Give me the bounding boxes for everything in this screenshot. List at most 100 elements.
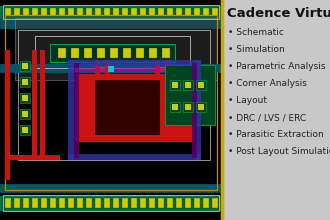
Bar bbox=[95, 198, 101, 208]
Bar bbox=[183, 102, 193, 112]
Bar bbox=[20, 109, 30, 119]
Bar bbox=[59, 8, 65, 16]
Bar bbox=[172, 82, 178, 88]
Bar bbox=[77, 198, 83, 208]
Bar bbox=[20, 77, 30, 87]
Bar bbox=[22, 63, 28, 69]
Bar bbox=[194, 198, 200, 208]
Bar bbox=[5, 50, 10, 180]
Bar bbox=[20, 61, 30, 71]
Text: • Schematic: • Schematic bbox=[228, 28, 284, 37]
Bar bbox=[68, 198, 74, 208]
Bar bbox=[104, 8, 110, 16]
Bar bbox=[100, 67, 105, 72]
Bar bbox=[95, 60, 100, 75]
Bar bbox=[68, 8, 74, 16]
Bar bbox=[165, 60, 170, 75]
Bar bbox=[104, 198, 110, 208]
Bar bbox=[212, 8, 218, 16]
Bar bbox=[58, 48, 66, 58]
Bar bbox=[196, 80, 206, 90]
Text: Cadence Virtuoso: Cadence Virtuoso bbox=[227, 7, 330, 20]
Bar bbox=[167, 198, 173, 208]
Bar bbox=[170, 80, 180, 90]
Bar bbox=[176, 8, 182, 16]
Bar bbox=[74, 63, 79, 158]
Bar bbox=[170, 102, 180, 112]
Bar bbox=[122, 8, 128, 16]
Bar bbox=[22, 127, 28, 133]
Text: • Parametric Analysis: • Parametric Analysis bbox=[228, 62, 325, 71]
Bar bbox=[23, 198, 29, 208]
Bar bbox=[32, 198, 38, 208]
Bar bbox=[59, 198, 65, 208]
Bar bbox=[0, 64, 222, 72]
Bar bbox=[149, 8, 155, 16]
Bar bbox=[222, 0, 330, 220]
Text: • Corner Analysis: • Corner Analysis bbox=[228, 79, 307, 88]
Bar bbox=[20, 125, 30, 135]
Bar bbox=[212, 198, 218, 208]
Bar bbox=[41, 198, 47, 208]
Bar bbox=[95, 80, 160, 135]
Bar bbox=[167, 8, 173, 16]
Bar bbox=[185, 198, 191, 208]
Bar bbox=[172, 104, 178, 110]
Bar bbox=[84, 48, 92, 58]
Bar bbox=[123, 48, 131, 58]
Bar bbox=[198, 82, 204, 88]
Bar bbox=[149, 48, 157, 58]
Bar bbox=[136, 48, 144, 58]
Bar bbox=[32, 50, 37, 160]
Bar bbox=[71, 48, 79, 58]
Bar bbox=[3, 5, 219, 19]
Bar bbox=[75, 74, 195, 142]
Bar bbox=[3, 195, 219, 211]
Bar bbox=[32, 8, 38, 16]
Bar bbox=[22, 95, 28, 101]
Bar bbox=[50, 198, 56, 208]
Bar bbox=[18, 30, 210, 160]
Text: • Parasitic Extraction: • Parasitic Extraction bbox=[228, 130, 324, 139]
Bar bbox=[165, 65, 215, 125]
Bar bbox=[50, 44, 175, 62]
Bar bbox=[183, 80, 193, 90]
Bar bbox=[14, 8, 20, 16]
Bar bbox=[50, 8, 56, 16]
Bar bbox=[23, 8, 29, 16]
Bar bbox=[14, 198, 20, 208]
Bar bbox=[131, 198, 137, 208]
Bar bbox=[158, 8, 164, 16]
Bar bbox=[185, 82, 191, 88]
Bar bbox=[41, 8, 47, 16]
Bar bbox=[5, 155, 60, 160]
Bar bbox=[68, 60, 74, 160]
Bar bbox=[122, 198, 128, 208]
Bar bbox=[22, 111, 28, 117]
Bar bbox=[113, 8, 119, 16]
Bar bbox=[35, 36, 190, 68]
Bar bbox=[203, 8, 209, 16]
Bar bbox=[198, 104, 204, 110]
Bar bbox=[5, 8, 11, 16]
Bar bbox=[149, 198, 155, 208]
Bar bbox=[5, 198, 11, 208]
Bar bbox=[68, 60, 201, 66]
Bar bbox=[20, 93, 30, 103]
Bar bbox=[140, 8, 146, 16]
Bar bbox=[131, 8, 137, 16]
Bar bbox=[113, 198, 119, 208]
Bar bbox=[176, 198, 182, 208]
Bar bbox=[68, 154, 201, 160]
Text: • Layout: • Layout bbox=[228, 96, 267, 105]
Bar bbox=[0, 18, 222, 28]
Bar bbox=[203, 198, 209, 208]
Bar bbox=[192, 63, 197, 158]
Bar bbox=[75, 68, 165, 72]
Bar bbox=[0, 6, 222, 18]
Bar bbox=[194, 8, 200, 16]
Bar bbox=[15, 18, 217, 80]
Bar bbox=[110, 48, 118, 58]
Bar bbox=[160, 67, 165, 72]
Bar bbox=[185, 8, 191, 16]
